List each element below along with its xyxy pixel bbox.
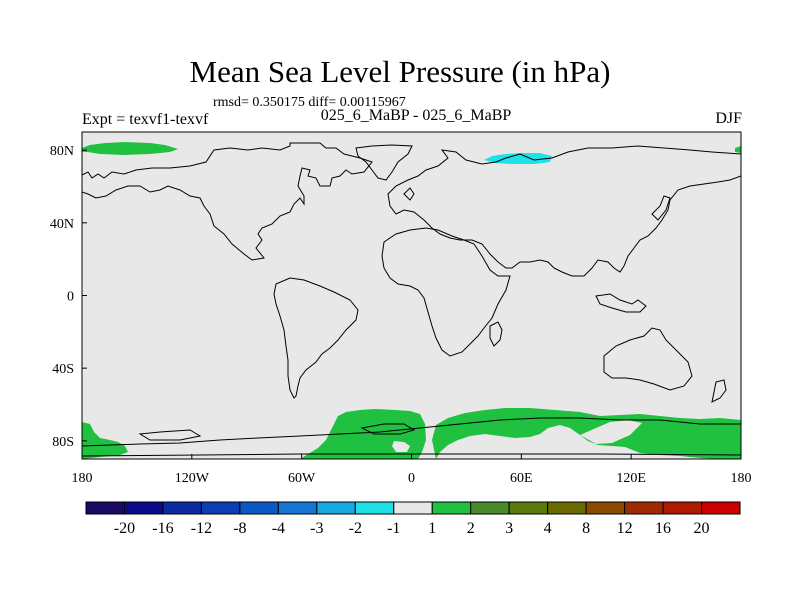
antarctic-gap bbox=[392, 441, 410, 452]
colorbar-swatch bbox=[162, 501, 202, 515]
colorbar-swatch bbox=[277, 501, 318, 515]
colorbar-swatch bbox=[624, 501, 664, 515]
anomaly-antarctic-positive-west bbox=[82, 422, 128, 459]
coastline-maritime-continent bbox=[595, 293, 647, 313]
lat-tick-label: 40N bbox=[50, 217, 74, 232]
coastline-new-zealand bbox=[711, 379, 727, 403]
colorbar-label: 20 bbox=[694, 520, 710, 537]
colorbar-label: 16 bbox=[655, 520, 671, 537]
colorbar-label: -4 bbox=[272, 520, 285, 537]
lon-tick-label: 180 bbox=[72, 471, 93, 486]
anomaly-arctic-positive-east bbox=[735, 146, 741, 153]
colorbar-label: -16 bbox=[152, 520, 173, 537]
coastline-eurasia bbox=[387, 145, 741, 277]
season-label: DJF bbox=[715, 110, 742, 127]
colorbar-swatch bbox=[200, 501, 241, 515]
lon-tick-label: 120W bbox=[175, 471, 210, 486]
coastline-greenland bbox=[355, 144, 413, 181]
colorbar-label: 1 bbox=[428, 520, 436, 537]
anomaly-arctic-negative bbox=[484, 153, 552, 164]
lat-tick-label: 80S bbox=[52, 435, 74, 450]
map-background bbox=[82, 132, 741, 459]
coastline-australia bbox=[603, 327, 693, 391]
lat-tick-label: 0 bbox=[67, 290, 74, 305]
lat-tick-label: 40S bbox=[52, 362, 74, 377]
lon-tick-label: 60E bbox=[510, 471, 533, 486]
chart-title: Mean Sea Level Pressure (in hPa) bbox=[189, 54, 611, 89]
colorbar-swatch bbox=[123, 501, 164, 515]
colorbar-swatch bbox=[547, 501, 587, 515]
period-label: 025_6_MaBP - 025_6_MaBP bbox=[320, 107, 512, 124]
coastline-north-america bbox=[82, 142, 373, 261]
lon-tick-label: 0 bbox=[408, 471, 415, 486]
colorbar-swatch bbox=[585, 501, 626, 515]
coastline-antarctica bbox=[82, 417, 741, 447]
colorbar-label: 8 bbox=[582, 520, 590, 537]
stats-text: rmsd= 0.350175 diff= 0.00115967 bbox=[213, 95, 406, 110]
colorbar-label: -1 bbox=[387, 520, 400, 537]
colorbar-label: -8 bbox=[233, 520, 246, 537]
colorbar-label: 3 bbox=[505, 520, 513, 537]
colorbar-swatch bbox=[85, 501, 125, 515]
coastline-british-isles bbox=[403, 187, 415, 201]
coastline-south-america bbox=[273, 277, 359, 399]
colorbar-swatch bbox=[431, 501, 472, 515]
coastline-africa bbox=[381, 227, 511, 357]
anomaly-arctic-positive-west bbox=[82, 142, 178, 155]
coastlines bbox=[82, 142, 741, 457]
latitude-axis: 80N 40N 0 40S 80S bbox=[50, 144, 87, 450]
colorbar-label: 12 bbox=[617, 520, 633, 537]
colorbar-label: 4 bbox=[544, 520, 552, 537]
colorbar: -20 -16 -12 -8 -4 -3 -2 -1 1 2 3 4 8 12 16 20 bbox=[85, 501, 741, 537]
coastline-weddell bbox=[360, 423, 416, 435]
colorbar-swatch bbox=[662, 501, 703, 515]
colorbar-swatch bbox=[508, 501, 549, 515]
colorbar-swatch bbox=[393, 501, 433, 515]
colorbar-label: 2 bbox=[467, 520, 475, 537]
coastline-ross-ice bbox=[138, 429, 202, 441]
lon-tick-label: 60W bbox=[288, 471, 316, 486]
coastline-antarctic-edge bbox=[82, 453, 741, 457]
colorbar-swatch bbox=[470, 501, 510, 515]
longitude-axis: 180 120W 60W 0 60E 120E 180 bbox=[72, 454, 752, 486]
colorbar-label: -3 bbox=[310, 520, 323, 537]
antarctic-gap bbox=[580, 420, 642, 444]
lon-tick-label: 120E bbox=[616, 471, 646, 486]
colorbar-swatch bbox=[354, 501, 395, 515]
coastline-japan bbox=[651, 195, 671, 221]
lon-tick-label: 180 bbox=[731, 471, 752, 486]
colorbar-label: -20 bbox=[114, 520, 135, 537]
colorbar-label: -2 bbox=[349, 520, 362, 537]
colorbar-swatch bbox=[316, 501, 356, 515]
colorbar-label: -12 bbox=[191, 520, 212, 537]
colorbar-swatch bbox=[701, 501, 741, 515]
lat-tick-label: 80N bbox=[50, 144, 74, 159]
experiment-label: Expt = texvf1-texvf bbox=[82, 111, 209, 128]
coastline-madagascar bbox=[489, 321, 503, 347]
colorbar-swatch bbox=[239, 501, 279, 515]
